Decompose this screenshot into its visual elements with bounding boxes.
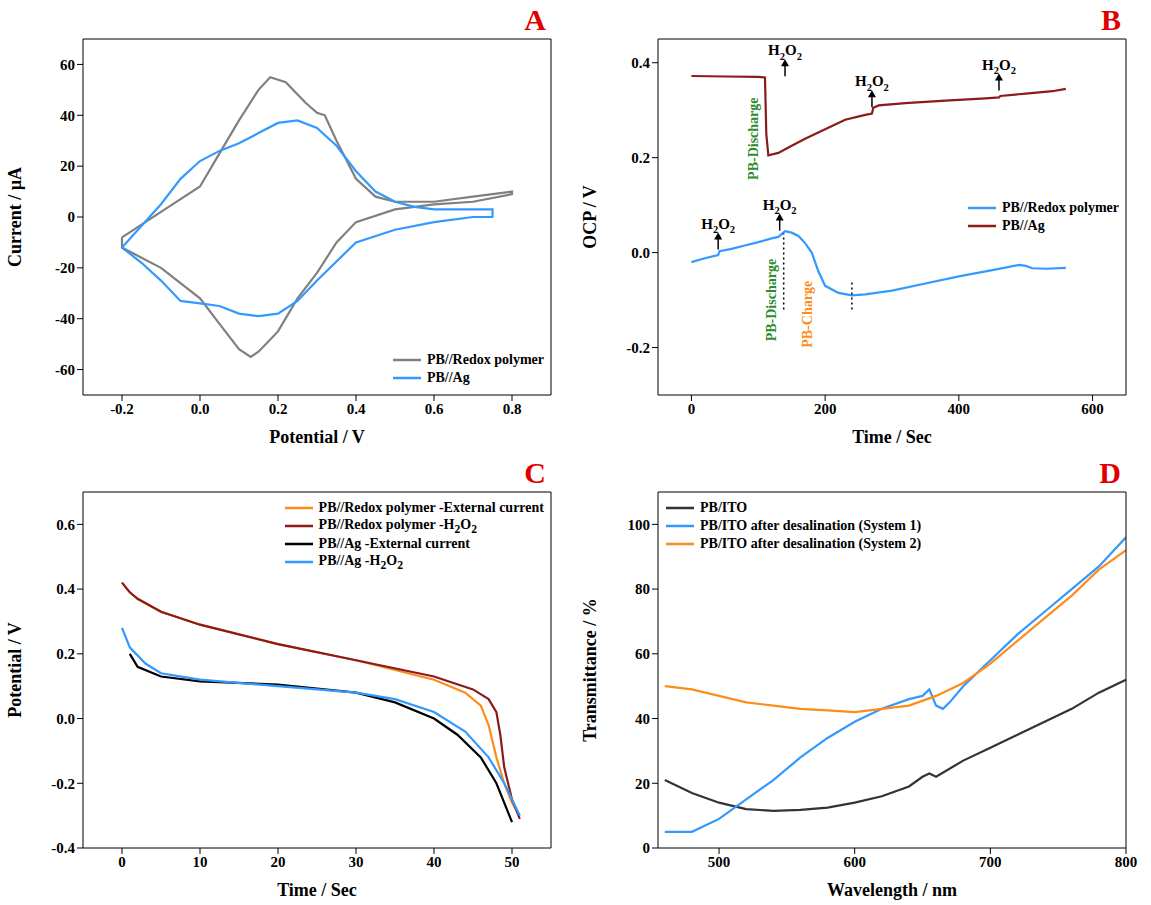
svg-text:Potential / V: Potential / V <box>5 622 25 718</box>
svg-text:Current / µA: Current / µA <box>5 167 25 267</box>
html-text:PB//Ag: PB//Ag <box>427 370 470 385</box>
svg-text:H2O2: H2O2 <box>701 216 735 236</box>
svg-text:H2O2: H2O2 <box>855 73 889 93</box>
svg-text:0.0: 0.0 <box>191 401 210 417</box>
svg-text:0.4: 0.4 <box>56 581 75 597</box>
svg-text:-0.4: -0.4 <box>51 840 75 856</box>
html-text:PB//Ag -External current: PB//Ag -External current <box>318 536 470 551</box>
svg-text:0.4: 0.4 <box>347 401 366 417</box>
svg-text:0.2: 0.2 <box>631 150 650 166</box>
html-text:PB//Ag - H2O2: PB//Ag - H2O2 <box>318 552 403 572</box>
html-text:C: C <box>524 456 546 489</box>
svg-text:0.2: 0.2 <box>269 401 288 417</box>
svg-text:0: 0 <box>68 209 76 225</box>
svg-text:30: 30 <box>349 854 364 870</box>
html-text:PB//Redox polymer - H2O2: PB//Redox polymer - H2O2 <box>318 516 477 536</box>
html-text:PB//Redox polymer -External cu: PB//Redox polymer -External current <box>318 500 544 515</box>
svg-text:700: 700 <box>979 854 1002 870</box>
svg-text:40: 40 <box>427 854 442 870</box>
svg-text:Wavelength / nm: Wavelength / nm <box>827 880 957 900</box>
svg-text:-0.2: -0.2 <box>51 776 75 792</box>
svg-text:Time / Sec: Time / Sec <box>277 880 357 900</box>
svg-text:80: 80 <box>635 581 650 597</box>
html-text:B: B <box>1101 3 1121 36</box>
svg-text:600: 600 <box>843 854 866 870</box>
svg-text:20: 20 <box>635 776 650 792</box>
svg-text:0.8: 0.8 <box>503 401 522 417</box>
svg-text:0.0: 0.0 <box>56 711 75 727</box>
svg-text:OCP / V: OCP / V <box>580 185 600 249</box>
html-text:PB//Ag: PB//Ag <box>1002 217 1045 233</box>
html-text:D: D <box>1099 456 1121 489</box>
html-text:PB/ITO after desalination (Sys: PB/ITO after desalination (System 2) <box>700 536 922 551</box>
svg-text:200: 200 <box>814 401 837 417</box>
svg-text:20: 20 <box>271 854 286 870</box>
svg-text:0.0: 0.0 <box>631 245 650 261</box>
svg-text:0: 0 <box>688 401 696 417</box>
svg-text:-0.2: -0.2 <box>626 340 650 356</box>
svg-text:0.6: 0.6 <box>56 517 75 533</box>
html-text:A: A <box>524 3 546 36</box>
svg-text:-0.2: -0.2 <box>110 401 134 417</box>
svg-text:-60: -60 <box>55 362 75 378</box>
svg-text:PB-Charge: PB-Charge <box>800 281 815 348</box>
svg-text:0.2: 0.2 <box>56 646 75 662</box>
svg-text:Time / Sec: Time / Sec <box>852 427 932 447</box>
html-text:PB//Redox polymer: PB//Redox polymer <box>427 352 544 367</box>
svg-text:-40: -40 <box>55 311 75 327</box>
html-text:PB/ITO: PB/ITO <box>700 500 748 515</box>
svg-text:500: 500 <box>708 854 731 870</box>
svg-text:H2O2: H2O2 <box>982 57 1016 77</box>
svg-text:60: 60 <box>635 646 650 662</box>
svg-text:PB-Discharge: PB-Discharge <box>764 259 779 341</box>
svg-text:10: 10 <box>193 854 208 870</box>
svg-text:60: 60 <box>60 57 75 73</box>
svg-text:50: 50 <box>505 854 520 870</box>
html-text:PB/ITO after desalination (Sys: PB/ITO after desalination (System 1) <box>700 518 922 533</box>
svg-text:40: 40 <box>635 711 650 727</box>
svg-text:0: 0 <box>118 854 126 870</box>
svg-text:-20: -20 <box>55 260 75 276</box>
svg-text:0.6: 0.6 <box>425 401 444 417</box>
svg-text:Transmittance / %: Transmittance / % <box>580 598 600 742</box>
svg-text:20: 20 <box>60 158 75 174</box>
svg-text:0.4: 0.4 <box>631 55 650 71</box>
svg-text:Potential / V: Potential / V <box>269 427 365 447</box>
svg-text:0: 0 <box>643 840 651 856</box>
svg-text:100: 100 <box>628 517 651 533</box>
svg-text:H2O2: H2O2 <box>768 42 802 62</box>
svg-text:H2O2: H2O2 <box>763 197 797 217</box>
svg-text:PB-Discharge: PB-Discharge <box>746 97 761 179</box>
svg-text:800: 800 <box>1115 854 1138 870</box>
svg-text:400: 400 <box>948 401 971 417</box>
svg-text:600: 600 <box>1081 401 1104 417</box>
svg-text:40: 40 <box>60 108 75 124</box>
html-text:PB//Redox polymer: PB//Redox polymer <box>1002 199 1119 215</box>
